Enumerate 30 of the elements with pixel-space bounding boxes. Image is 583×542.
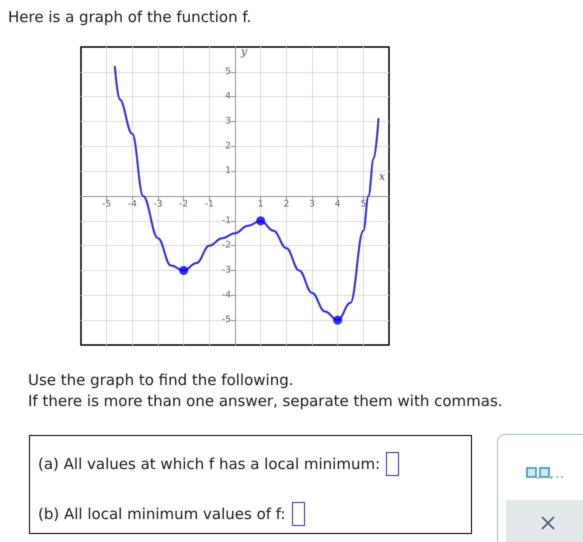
text: (b) All local minimum values of f: (38, 505, 286, 523)
text: (a) All values at which f has a local minimum: (38, 455, 380, 473)
y-tick-label: 5 (225, 66, 231, 77)
x-tick-label: -5 (102, 200, 112, 210)
text: Use the graph to find the following. (28, 370, 295, 391)
x-tick-label: -4 (128, 200, 138, 210)
y-tick-label: -1 (222, 216, 231, 226)
x-tick-label: 1 (258, 200, 264, 210)
y-tick-label: 3 (225, 116, 231, 126)
point (179, 266, 188, 275)
y-tick-label: -5 (222, 315, 231, 326)
y-tick-label: -2 (222, 240, 231, 251)
x-tick-label: 5 (360, 200, 366, 210)
y-axis-title: y (240, 45, 248, 58)
x-axis-title: x (379, 170, 386, 183)
text: If there is more than one answer, separate them with commas. (28, 391, 503, 412)
x-tick-label: -2 (179, 200, 188, 210)
point (333, 316, 342, 325)
chart-title: Here is a graph of the function f. (8, 8, 252, 26)
y-tick-label: -4 (222, 290, 232, 300)
x-tick-label: 3 (309, 200, 315, 210)
y-tick-label: -3 (222, 266, 231, 276)
x-tick-label: -3 (154, 200, 162, 210)
y-tick-label: 2 (225, 141, 231, 152)
x-tick-label: -1 (204, 200, 214, 210)
x-tick-label: 2 (283, 200, 290, 210)
point (256, 216, 266, 226)
y-tick-label: 4 (225, 92, 232, 102)
x-tick-label: 4 (334, 200, 341, 210)
y-tick-label: 1 (225, 166, 231, 176)
